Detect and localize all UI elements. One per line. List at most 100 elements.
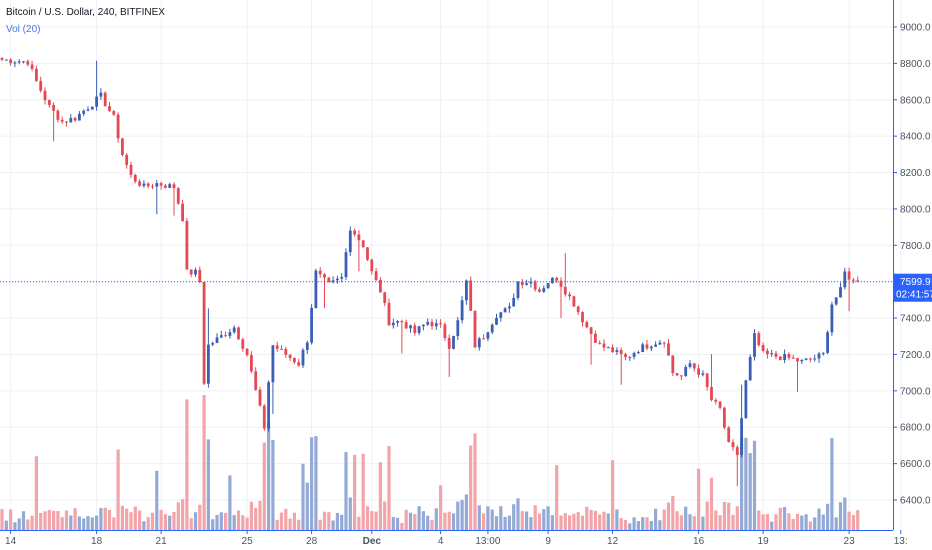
volume-bar xyxy=(82,518,86,530)
volume-bar xyxy=(254,507,258,530)
candle-body xyxy=(155,183,159,187)
candle-body xyxy=(551,277,554,284)
volume-bar xyxy=(542,509,546,530)
volume-bar xyxy=(692,516,696,530)
volume-bar xyxy=(52,510,56,530)
candle-body xyxy=(576,306,580,313)
grid-lines xyxy=(0,0,902,530)
volume-bar xyxy=(628,523,632,530)
candle-body xyxy=(327,277,331,283)
volume-bar xyxy=(469,445,473,530)
candle-body xyxy=(78,113,81,121)
volume-bar xyxy=(69,515,73,530)
time-axis[interactable]: 14 18 21 25 28 Dec 4 13:00 9 12 16 19 23 13: xyxy=(5,530,908,547)
candle-body xyxy=(791,357,795,359)
candle-body xyxy=(387,302,391,326)
volume-bar xyxy=(365,506,370,530)
time-tick-label: Dec xyxy=(363,536,382,547)
volume-bar xyxy=(4,520,8,530)
candle-body xyxy=(228,332,232,336)
candle-body xyxy=(426,321,430,325)
candle-body xyxy=(39,80,43,91)
candle-body xyxy=(125,154,129,165)
symbol-title[interactable]: Bitcoin / U.S. Dollar, 240, BITFINEX xyxy=(6,7,165,18)
price-tick-label: 6600.0 xyxy=(900,459,931,470)
volume-bar xyxy=(606,513,610,530)
candle-body xyxy=(69,117,73,123)
candle-body xyxy=(585,322,589,328)
candle-body xyxy=(86,109,90,111)
price-axis[interactable]: 6400.06600.06800.07000.07200.07400.07600… xyxy=(893,23,931,507)
volume-bar xyxy=(112,517,116,530)
volume-bar xyxy=(224,512,228,530)
volume-bar xyxy=(361,453,365,530)
time-tick-label: 19 xyxy=(758,536,770,547)
volume-bar xyxy=(21,511,26,530)
candle-body xyxy=(447,337,451,349)
volume-bar xyxy=(847,511,851,530)
volume-bar xyxy=(391,516,395,530)
volume-bar xyxy=(163,514,167,530)
candle-body xyxy=(129,164,133,175)
candle-body xyxy=(275,345,279,349)
candle-body xyxy=(103,92,107,107)
candle-body xyxy=(658,342,662,345)
volume-bar xyxy=(288,518,292,530)
candle-body xyxy=(443,324,447,338)
candle-body xyxy=(181,203,184,222)
volume-bar xyxy=(9,509,13,530)
volume-bar xyxy=(709,477,714,530)
volume-bar xyxy=(267,422,271,530)
price-tick-label: 7200.0 xyxy=(900,350,931,361)
candle-body xyxy=(254,371,258,390)
volume-bar xyxy=(722,501,726,530)
volume-bar xyxy=(791,518,795,530)
volume-bar xyxy=(439,485,443,530)
candle-body xyxy=(748,356,752,381)
volume-bar xyxy=(335,512,339,530)
candle-body xyxy=(555,277,559,281)
candle-body xyxy=(632,353,636,357)
volume-bar xyxy=(374,511,378,530)
candle-body xyxy=(245,348,249,356)
volume-bar xyxy=(516,498,520,530)
volume-bar xyxy=(150,512,155,530)
candle-body xyxy=(267,382,270,429)
candle-body xyxy=(804,358,808,360)
candle-body xyxy=(477,338,481,348)
price-tick-label: 7000.0 xyxy=(900,386,931,397)
candle-body xyxy=(727,427,731,443)
volume-bar xyxy=(241,515,245,530)
candle-body xyxy=(602,343,606,348)
candle-body xyxy=(60,119,64,122)
candle-body xyxy=(374,271,378,280)
volume-bars xyxy=(0,395,860,530)
volume-bar xyxy=(189,518,193,530)
candle-body xyxy=(572,296,576,307)
candle-body xyxy=(606,347,610,349)
volume-bar xyxy=(856,510,860,530)
volume-bar xyxy=(232,515,236,530)
candle-body xyxy=(680,375,683,377)
candle-body xyxy=(17,61,21,63)
volume-bar xyxy=(348,497,352,530)
volume-bar xyxy=(525,511,529,530)
volume-bar xyxy=(757,510,761,530)
volume-bar xyxy=(654,508,658,530)
volume-bar xyxy=(301,463,305,530)
volume-indicator-title[interactable]: Vol (20) xyxy=(6,24,41,35)
candle-body xyxy=(834,297,838,305)
candle-body xyxy=(22,61,25,63)
price-tick-label: 6400.0 xyxy=(900,496,931,507)
volume-bar xyxy=(64,510,69,530)
volume-bar xyxy=(396,517,400,530)
candle-body xyxy=(340,277,344,279)
candle-body xyxy=(641,344,645,353)
volume-bar xyxy=(249,501,253,530)
candle-body xyxy=(757,333,761,346)
candle-body xyxy=(409,325,412,329)
candle-body xyxy=(821,352,825,354)
candle-body xyxy=(202,281,206,384)
